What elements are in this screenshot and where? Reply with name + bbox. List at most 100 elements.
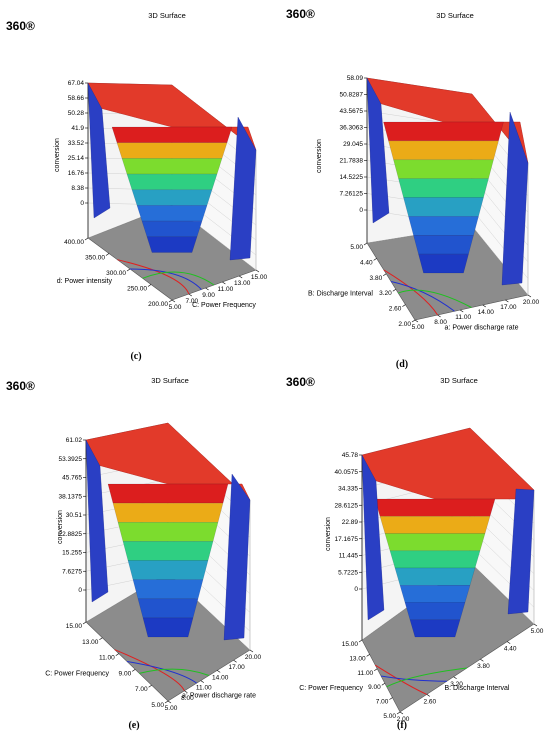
z-tick-label: 8.38 [71, 185, 84, 192]
floor-contour [139, 668, 210, 676]
surface-band [146, 236, 198, 253]
floor-contour [398, 289, 472, 308]
surface-wall-right [229, 116, 257, 261]
y-tick-mark [148, 684, 152, 688]
x-tick-label: 11.00 [218, 286, 234, 293]
z-tick-label: 0 [78, 587, 82, 594]
z-tick-label: 16.76 [68, 170, 85, 177]
surface-band [126, 173, 218, 190]
x-tick-mark [527, 294, 532, 298]
z-tick-label: 0 [354, 586, 358, 593]
surface-band [111, 126, 233, 143]
z-tick-label: 0 [359, 207, 363, 214]
x-axis-label: a: Power discharge rate [182, 693, 256, 700]
panel-caption: (f) [397, 720, 407, 731]
z-axis-label: conversion [316, 139, 323, 173]
brand-logo: 360® [6, 19, 35, 33]
floor-contour [126, 661, 197, 684]
surface-band [112, 502, 224, 523]
x-axis-label: C: Power Frequency [192, 302, 256, 309]
surface-band [388, 140, 499, 160]
y-tick-mark [363, 242, 368, 246]
z-tick-label: 28.6125 [335, 502, 359, 509]
x-tick-label: 20.00 [523, 299, 540, 306]
z-tick-label: 53.3925 [59, 456, 83, 463]
chart-svg: 360® 3D Surface 0 8.38 16.76 25.14 33.52 41.9 50… [6, 11, 268, 362]
surface-wall-left [366, 77, 390, 224]
chart-title: 3D Surface [436, 11, 474, 20]
x-tick-mark [171, 299, 176, 303]
x-tick-label: 14.00 [478, 309, 495, 316]
x-tick-mark [414, 319, 419, 323]
y-tick-mark [389, 697, 393, 700]
chart-panel-e: 360® 3D Surface 0 7.6275 15.255 22.8825 30.51 3… [0, 371, 275, 741]
panel-caption: (e) [128, 720, 139, 731]
floor-contour [117, 259, 190, 295]
x-tick-mark [399, 711, 404, 715]
y-tick-mark [99, 637, 103, 641]
chart-panel-d: 360® 3D Surface 0 7.26125 14.5225 21.7838 29.0… [275, 0, 550, 370]
y-tick-mark [132, 669, 136, 672]
surface-band [418, 253, 469, 274]
y-tick-mark [373, 258, 377, 261]
surface-band [403, 197, 484, 217]
x-tick-label: 8.00 [434, 319, 447, 326]
z-tick-label: 7.6275 [62, 568, 82, 575]
z-tick-label: 5.7225 [338, 569, 358, 576]
z-tick-label: 22.8825 [59, 531, 83, 538]
x-tick-mark [507, 641, 511, 644]
x-tick-mark [222, 281, 226, 285]
z-tick-label: 61.02 [66, 437, 83, 444]
x-tick-mark [184, 690, 188, 694]
chart-panel-c: 360® 3D Surface 0 8.38 16.76 25.14 33.52 41.9 50… [0, 0, 275, 370]
x-tick-label: 3.20 [450, 681, 463, 688]
surface-band [131, 189, 213, 206]
panel-caption: (c) [130, 351, 141, 362]
z-axis-label: conversion [57, 510, 64, 544]
y-tick-mark [105, 253, 110, 256]
floor-contour [142, 271, 215, 286]
surface-band [142, 617, 194, 638]
z-tick-label: 36.3063 [340, 125, 364, 132]
x-tick-label: 3.80 [477, 663, 490, 670]
z-tick-label: 45.765 [62, 475, 82, 482]
x-tick-label: 15.00 [251, 274, 268, 281]
y-tick-mark [82, 621, 87, 625]
surface-wall-right [223, 473, 251, 641]
x-tick-label: 13.00 [234, 280, 251, 287]
chart-svg: 360® 3D Surface 0 7.6275 15.255 22.8825 30.51 3… [6, 376, 262, 731]
y-tick-label: 400.00 [64, 239, 84, 246]
y-tick-label: 15.00 [342, 641, 359, 648]
x-tick-label: 2.60 [423, 698, 436, 705]
surface-band [404, 602, 466, 620]
y-tick-label: 3.80 [370, 275, 383, 282]
surface-band [409, 619, 461, 638]
y-tick-mark [383, 273, 387, 277]
z-axis-label: conversion [54, 138, 61, 172]
y-tick-label: 5.00 [383, 713, 396, 720]
surface-band [383, 121, 504, 142]
y-tick-mark [147, 284, 152, 287]
y-tick-mark [126, 268, 131, 272]
y-tick-mark [358, 639, 363, 643]
x-tick-label: 4.40 [504, 646, 517, 653]
y-tick-label: 250.00 [127, 286, 147, 293]
y-axis-label: B: Discharge Interval [308, 291, 373, 298]
x-tick-mark [205, 287, 209, 291]
x-tick-mark [453, 676, 457, 680]
floor-contour [380, 675, 447, 682]
floor-contour [390, 281, 455, 312]
surface-band [393, 159, 494, 179]
x-tick-mark [505, 299, 509, 303]
z-tick-label: 45.78 [342, 452, 359, 459]
x-tick-mark [255, 269, 260, 273]
surface-band [374, 498, 496, 517]
y-tick-mark [396, 711, 401, 715]
z-tick-label: 29.045 [343, 141, 363, 148]
y-tick-label: 4.40 [360, 259, 373, 266]
floor-contour [383, 269, 439, 316]
surface-band [399, 585, 471, 603]
surface-band [121, 158, 223, 175]
surface-band [379, 516, 491, 534]
y-tick-mark [164, 700, 169, 704]
